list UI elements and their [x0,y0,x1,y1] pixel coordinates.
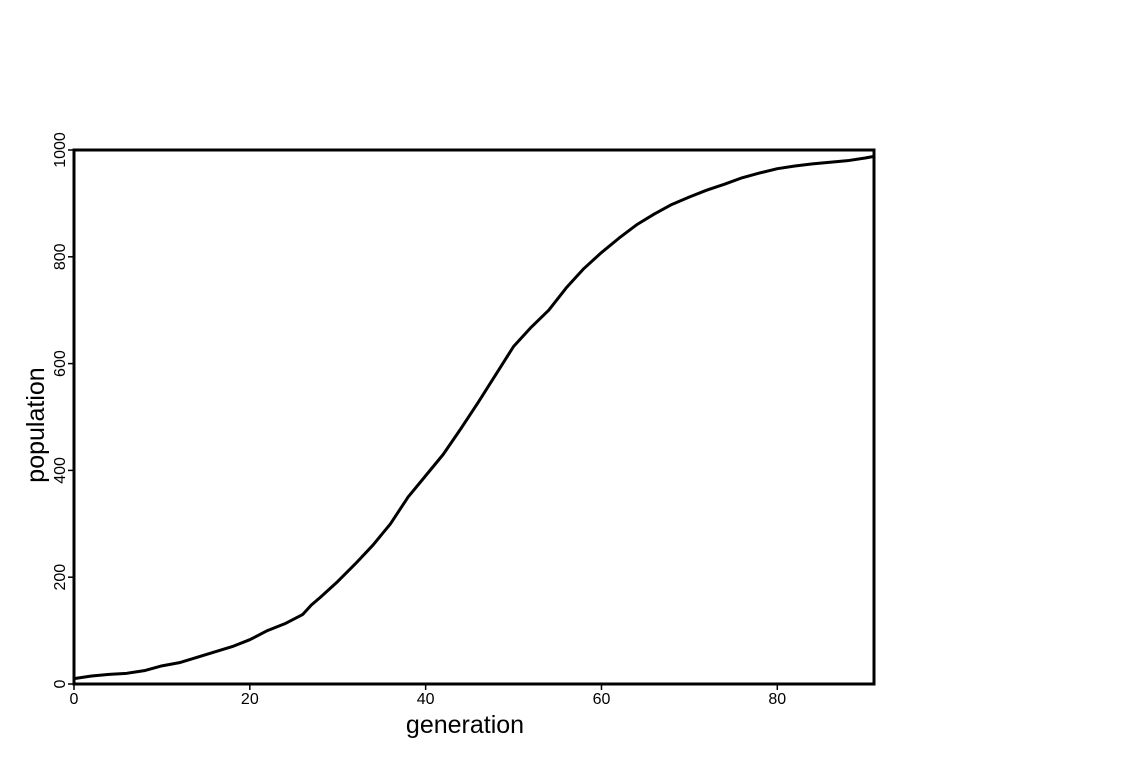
y-tick-label: 600 [52,350,69,377]
plot-frame [72,148,876,686]
x-tick-label: 60 [593,691,611,708]
x-tick-label: 20 [241,691,259,708]
x-tick-label: 0 [70,691,79,708]
population-series-line [72,154,876,681]
y-tick-label: 200 [52,564,69,591]
x-tick-label: 40 [417,691,435,708]
y-tick-label: 1000 [52,132,69,168]
y-tick-label: 800 [52,243,69,270]
x-tick-label: 80 [768,691,786,708]
y-tick-label: 0 [52,679,69,688]
series-layer [72,154,876,681]
x-axis-title: generation [406,711,524,739]
y-tick-label: 400 [52,457,69,484]
y-axis-title: population [22,367,50,482]
